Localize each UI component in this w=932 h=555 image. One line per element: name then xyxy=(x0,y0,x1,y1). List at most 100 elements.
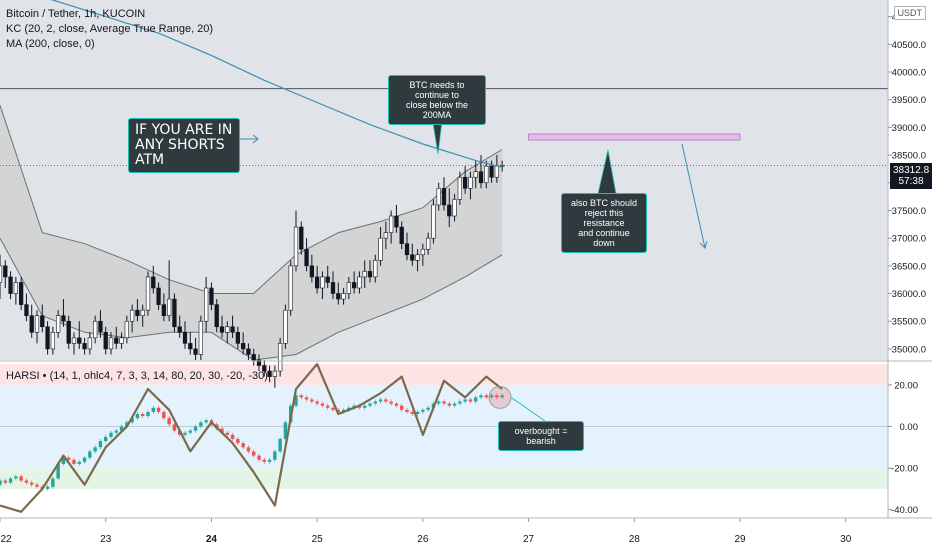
overbought-pointer xyxy=(510,396,546,422)
ha-candle xyxy=(421,407,425,414)
ha-body xyxy=(310,399,314,402)
ha-candle xyxy=(204,418,208,425)
annotation-reject: also BTC should reject this resistance a… xyxy=(561,193,647,253)
candle-body xyxy=(193,348,198,355)
candle xyxy=(457,171,463,205)
ha-candle xyxy=(251,449,256,458)
candle xyxy=(98,310,103,338)
ha-candle xyxy=(273,449,277,462)
candle xyxy=(325,265,330,288)
candle xyxy=(151,265,156,294)
ha-body xyxy=(378,399,383,402)
candle-body xyxy=(124,320,130,339)
harsi-legend: HARSI • (14, 1, ohlc4, 7, 3, 3, 14, 80, … xyxy=(6,370,268,382)
candle-body xyxy=(367,271,373,278)
candle xyxy=(383,221,389,250)
candle xyxy=(87,332,93,355)
candle xyxy=(288,260,293,316)
ha-body xyxy=(267,459,272,462)
candle-body xyxy=(92,320,98,339)
candle-body xyxy=(240,343,246,350)
ha-candle xyxy=(458,399,462,406)
ha-body xyxy=(188,430,193,433)
ha-body xyxy=(442,401,446,404)
candle-body xyxy=(161,304,167,316)
candle-body xyxy=(246,348,251,355)
ha-body xyxy=(315,401,319,404)
candle-body xyxy=(341,293,346,300)
ha-body xyxy=(167,418,171,425)
ma200-line xyxy=(49,0,503,168)
ha-body xyxy=(500,395,504,398)
candle xyxy=(3,260,8,288)
candle xyxy=(304,238,309,272)
ha-body xyxy=(257,455,261,460)
ha-candle xyxy=(135,412,140,421)
ha-body xyxy=(495,395,499,398)
candle-body xyxy=(415,254,420,261)
candle-body xyxy=(119,337,124,344)
candle xyxy=(314,265,320,294)
candle-body xyxy=(103,332,108,350)
ha-body xyxy=(225,432,230,435)
ha-body xyxy=(45,486,50,489)
candle xyxy=(299,221,304,255)
candle-body xyxy=(373,260,378,278)
candle-body xyxy=(214,304,219,328)
ha-body xyxy=(146,411,150,417)
candle-body xyxy=(436,188,441,206)
ha-body xyxy=(484,395,489,398)
annotation-overbought: overbought = bearish xyxy=(498,421,584,451)
candle xyxy=(436,182,441,211)
candle xyxy=(394,204,399,233)
ha-candle xyxy=(310,397,314,404)
arrow-down-head xyxy=(699,240,708,249)
candle-body xyxy=(314,276,320,289)
y-tick-label: 39000.0 xyxy=(892,123,926,134)
ha-body xyxy=(220,428,224,433)
currency-label[interactable]: USDT xyxy=(893,6,926,20)
candle xyxy=(373,254,378,283)
candle-body xyxy=(404,243,410,256)
ha-candle xyxy=(162,409,166,421)
candle-body xyxy=(34,315,40,333)
candle-body xyxy=(351,282,357,289)
candle-body xyxy=(462,176,468,189)
ha-candle xyxy=(452,401,457,408)
candle-body xyxy=(388,215,394,233)
ha-body xyxy=(72,459,76,464)
candle xyxy=(156,282,161,311)
candle-body xyxy=(489,165,494,178)
candle-body xyxy=(13,282,19,294)
ha-body xyxy=(119,426,124,431)
ha-candle xyxy=(320,401,325,408)
candle xyxy=(468,171,473,200)
candle-body xyxy=(357,276,362,289)
x-tick-label: 23 xyxy=(100,534,112,545)
candle xyxy=(267,365,272,383)
candle-body xyxy=(235,332,241,344)
candle-body xyxy=(29,315,34,333)
candle-body xyxy=(457,176,463,200)
ha-candle xyxy=(484,393,489,400)
ha-body xyxy=(463,399,467,402)
ha-body xyxy=(82,457,87,462)
ha-body xyxy=(14,476,18,479)
candle xyxy=(140,304,145,327)
candle-body xyxy=(8,276,13,294)
x-tick-label: 29 xyxy=(734,534,746,545)
candle xyxy=(478,155,484,189)
ha-candle xyxy=(442,399,446,406)
x-tick-label: 25 xyxy=(312,534,324,545)
candle-body xyxy=(24,304,29,316)
candle-body xyxy=(420,248,426,256)
candle xyxy=(66,315,71,349)
ha-body xyxy=(362,405,367,408)
candle xyxy=(24,293,29,322)
ha-candle xyxy=(283,420,288,441)
candle-body xyxy=(304,248,309,267)
candle xyxy=(71,332,77,355)
ha-body xyxy=(373,401,378,404)
candle xyxy=(473,160,478,189)
candle xyxy=(431,199,436,244)
